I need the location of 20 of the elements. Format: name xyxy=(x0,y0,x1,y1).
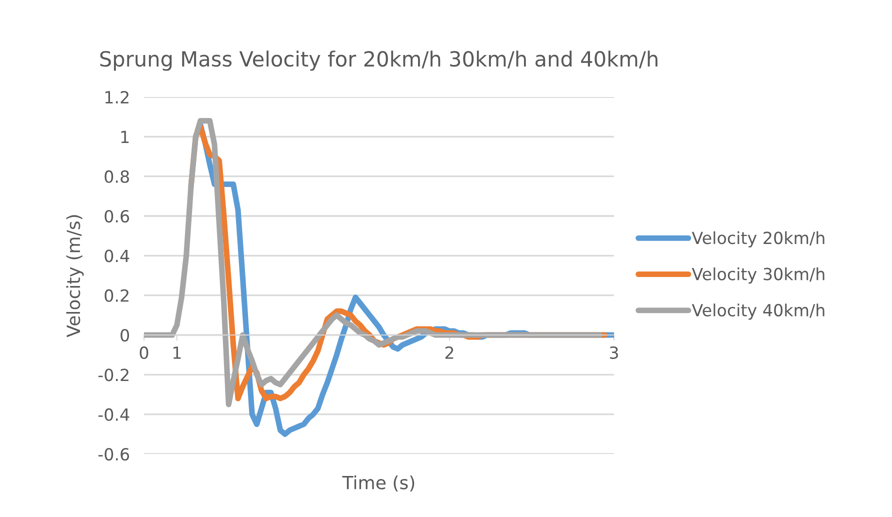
x-tick-label: 2 xyxy=(445,346,454,359)
legend-label: Velocity 30km/h xyxy=(692,267,824,284)
y-tick-label: -0.6 xyxy=(98,448,130,461)
y-tick-label: 0.4 xyxy=(104,250,130,262)
y-tick-label: 0.2 xyxy=(104,289,128,302)
x-tick-label: 1 xyxy=(173,346,181,359)
y-tick-label: -0.4 xyxy=(98,408,130,421)
legend-label: Velocity 20km/h xyxy=(692,231,824,248)
y-tick-label: 0 xyxy=(120,328,130,342)
y-axis-title: Velocity (m/s) xyxy=(66,215,84,338)
y-tick-label: 0.6 xyxy=(104,210,130,223)
x-tick-label: 0 xyxy=(140,346,148,360)
y-tick-label: 1 xyxy=(121,130,129,143)
y-tick-label: 1.2 xyxy=(105,90,128,104)
y-tick-label: -0.2 xyxy=(98,368,128,382)
x-tick-label: 3 xyxy=(610,346,618,360)
chart-title: Sprung Mass Velocity for 20km/h 30km/h and 40km/h xyxy=(100,50,658,71)
x-axis-title: Time (s) xyxy=(342,475,414,492)
legend-label: Velocity 40km/h xyxy=(692,304,824,320)
y-tick-label: 0.8 xyxy=(104,170,129,183)
